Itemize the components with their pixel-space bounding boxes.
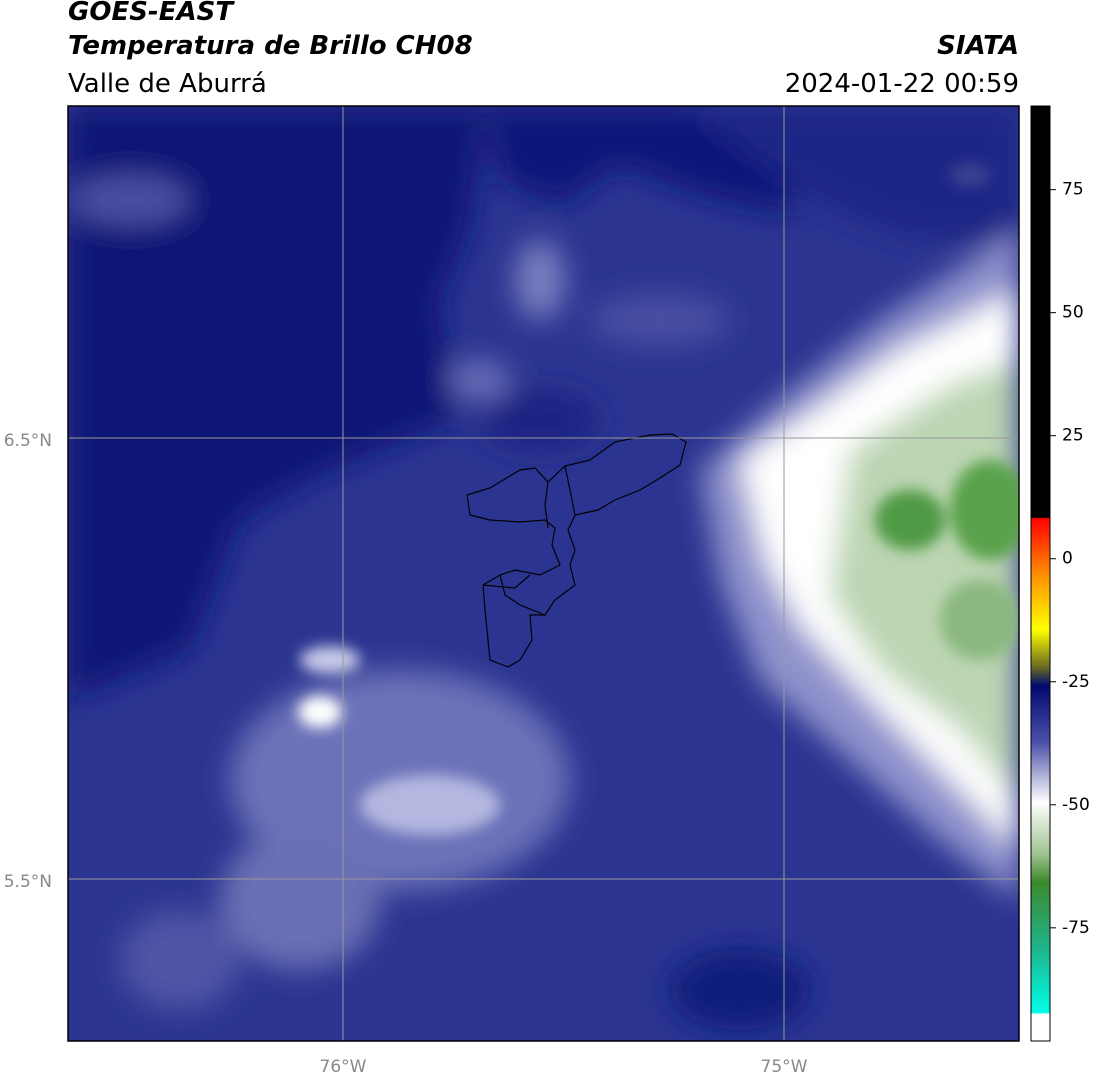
colorbar-tick-label: 75 [1062, 180, 1084, 200]
colorbar-tick-label: -25 [1062, 672, 1090, 692]
map-frame [67, 105, 1020, 1042]
colorbar-tick-label: -50 [1062, 795, 1090, 815]
region: Valle de Aburrá [68, 69, 267, 99]
lat-label: 5.5°N [4, 872, 52, 892]
colorbar-tick-label: 25 [1062, 426, 1084, 446]
colorbar-tick-label: 50 [1062, 303, 1084, 323]
colorbar-tick-label: -75 [1062, 918, 1090, 938]
datetime: 2024-01-22 00:59 [785, 69, 1019, 99]
lon-label: 75°W [761, 1057, 808, 1077]
subtitle: Temperatura de Brillo CH08 [68, 31, 473, 61]
source: SIATA [937, 31, 1019, 61]
title: GOES-EAST [68, 0, 235, 27]
lat-label: 6.5°N [4, 431, 52, 451]
colorbar-tick-label: 0 [1062, 549, 1073, 569]
lon-label: 76°W [320, 1057, 367, 1077]
colorbar [1030, 105, 1051, 1042]
